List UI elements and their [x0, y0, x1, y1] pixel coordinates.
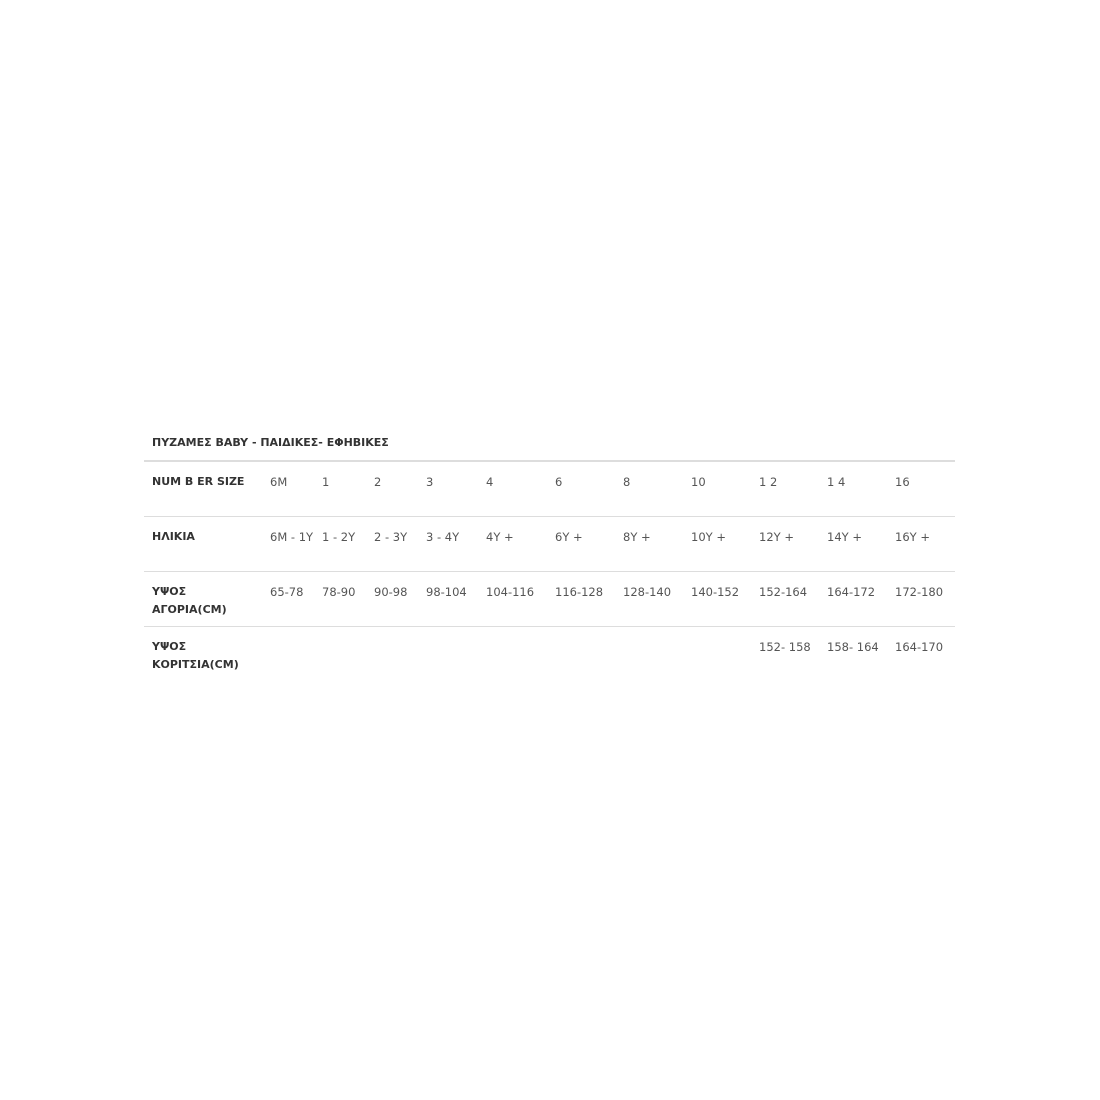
- table-cell: 158- 164: [819, 626, 887, 681]
- table-cell: 65-78: [262, 571, 314, 627]
- table-cell: 6: [555, 475, 563, 489]
- table-cell: [547, 626, 615, 681]
- table-row: ΥΨΟΣ ΚΟΡΙΤΣΙΑ(CM) 152- 158 158- 164 164-170: [144, 626, 955, 681]
- table-cell: 12Y +: [751, 516, 819, 572]
- table-cell: 16: [895, 475, 910, 489]
- table-cell: 1 - 2Y: [314, 516, 366, 572]
- table-cell: [418, 626, 478, 681]
- table-cell: [262, 626, 314, 681]
- table-cell: 128-140: [615, 571, 683, 627]
- table-cell: 6Y +: [547, 516, 615, 572]
- table-cell: 140-152: [683, 571, 751, 627]
- table-cell: 164-170: [887, 626, 955, 681]
- table-cell: 90-98: [366, 571, 418, 627]
- table-cell: 1 2: [759, 475, 778, 489]
- table-cell: 116-128: [547, 571, 615, 627]
- table-cell: [615, 626, 683, 681]
- table-cell: 152- 158: [751, 626, 819, 681]
- table-cell: 14Y +: [819, 516, 887, 572]
- table-cell: [478, 626, 547, 681]
- table-cell: 3 - 4Y: [418, 516, 478, 572]
- table-cell: 4Y +: [478, 516, 547, 572]
- table-cell: 78-90: [314, 571, 366, 627]
- row-label: ΥΨΟΣ ΚΟΡΙΤΣΙΑ(CM): [144, 626, 262, 681]
- row-label: ΥΨΟΣ ΑΓΟΡΙΑ(CM): [144, 571, 262, 627]
- row-label: NUM B ER SIZE: [152, 475, 245, 488]
- table-cell: 2 - 3Y: [366, 516, 418, 572]
- table-row: ΗΛΙΚΙΑ 6M - 1Y 1 - 2Y 2 - 3Y 3 - 4Y 4Y +6Y +8…: [144, 516, 955, 572]
- table-cell: [366, 626, 418, 681]
- table-cell: 104-116: [478, 571, 547, 627]
- table-cell: [314, 626, 366, 681]
- table-cell: 3: [426, 475, 434, 489]
- table-cell: 2: [374, 475, 382, 489]
- table-cell: 10: [691, 475, 706, 489]
- size-chart-title: ΠΥΖΑΜΕΣ BABY - ΠΑΙΔΙΚΕΣ- ΕΦΗΒΙΚΕΣ: [152, 436, 389, 449]
- table-cell: 172-180: [887, 571, 955, 627]
- table-cell: 1 4: [827, 475, 846, 489]
- table-row: ΥΨΟΣ ΑΓΟΡΙΑ(CM) 65-78 78-90 90-98 98-104 104-…: [144, 571, 955, 627]
- table-cell: 16Y +: [887, 516, 955, 572]
- table-cell: [683, 626, 751, 681]
- table-cell: 4: [486, 475, 494, 489]
- row-label: ΗΛΙΚΙΑ: [144, 516, 262, 572]
- table-cell: 8Y +: [615, 516, 683, 572]
- table-cell: 8: [623, 475, 631, 489]
- table-cell: 164-172: [819, 571, 887, 627]
- table-cell: 1: [322, 475, 330, 489]
- table-cell: 6M: [270, 475, 288, 489]
- table-cell: 152-164: [751, 571, 819, 627]
- table-cell: 98-104: [418, 571, 478, 627]
- table-cell: 6M - 1Y: [262, 516, 314, 572]
- table-cell: 10Y +: [683, 516, 751, 572]
